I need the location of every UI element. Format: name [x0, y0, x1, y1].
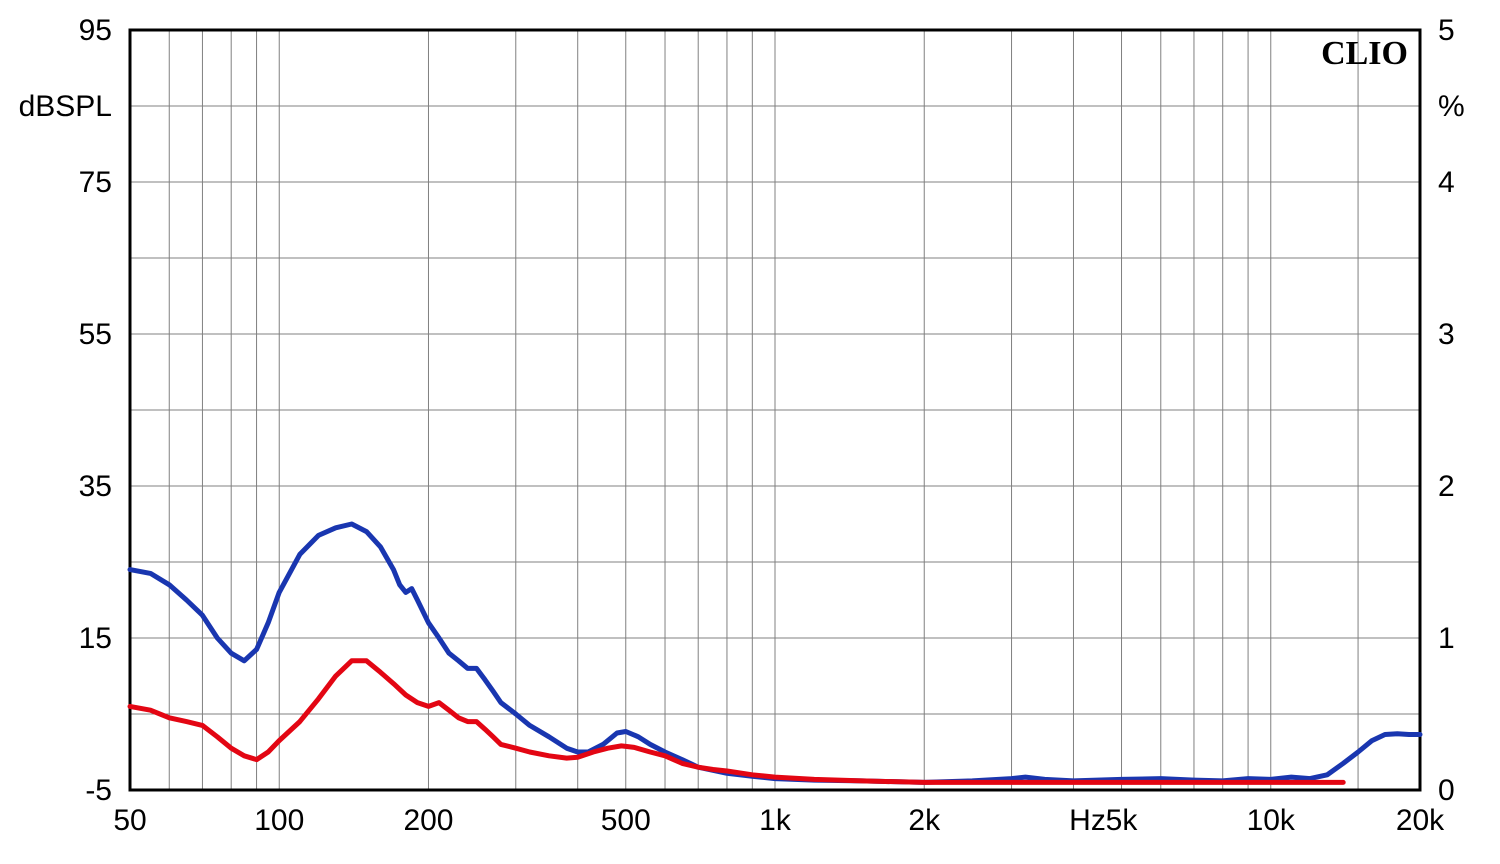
y-right-tick-label: 2: [1438, 470, 1455, 503]
y-left-tick-label: -5: [85, 774, 112, 807]
y-right-tick-label: 5: [1438, 14, 1455, 47]
y-left-tick-label: 35: [79, 470, 112, 503]
watermark-label: CLIO: [1321, 35, 1408, 72]
x-axis-unit-label: Hz: [1069, 804, 1106, 837]
x-tick-label: 1k: [759, 804, 792, 837]
y-left-tick-label: 95: [79, 14, 112, 47]
y-left-axis-label: dBSPL: [19, 90, 112, 123]
x-tick-label: 200: [403, 804, 453, 837]
y-left-tick-label: 15: [79, 622, 112, 655]
y-right-tick-label: 0: [1438, 774, 1455, 807]
x-tick-label: 20k: [1396, 804, 1445, 837]
x-tick-label: 10k: [1247, 804, 1296, 837]
frequency-response-chart: -5 15 35 55 75 95 dBSPL 0 1 2 3 4 5% 50 100 200 500 1k 2k H…: [0, 0, 1500, 864]
y-right-axis-label: %: [1438, 90, 1465, 123]
x-tick-label: 100: [254, 804, 304, 837]
chart-svg: -5 15 35 55 75 95 dBSPL 0 1 2 3 4 5% 50 100 200 500 1k 2k H…: [0, 0, 1500, 864]
x-tick-label: 50: [113, 804, 146, 837]
y-right-tick-label: 1: [1438, 622, 1455, 655]
x-tick-label: 2k: [908, 804, 941, 837]
x-tick-label: 5k: [1106, 804, 1139, 837]
y-left-tick-label: 75: [79, 166, 112, 199]
y-right-tick-label: 4: [1438, 166, 1455, 199]
y-right-tick-label: 3: [1438, 318, 1455, 351]
y-left-tick-label: 55: [79, 318, 112, 351]
x-tick-label: 500: [601, 804, 651, 837]
